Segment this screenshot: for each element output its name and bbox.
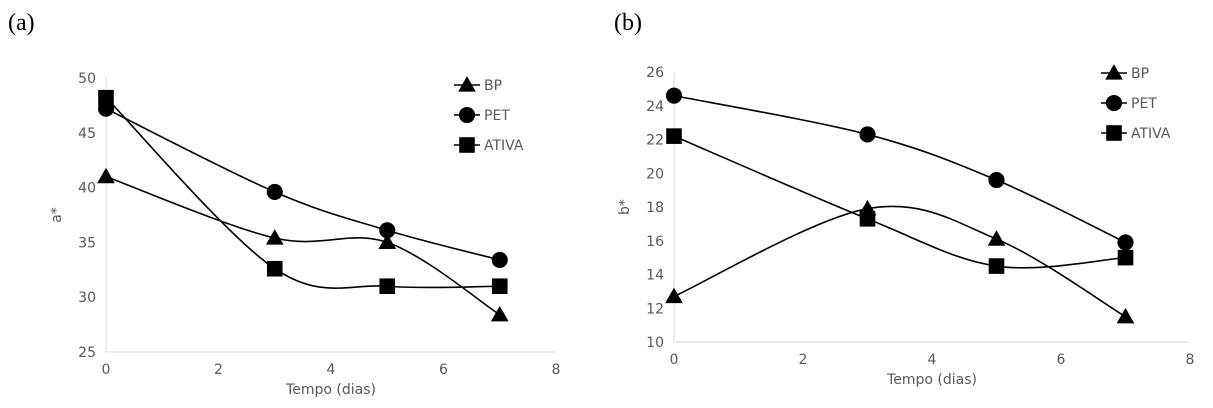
data-point-ativa: [98, 89, 114, 106]
data-point-pet: [379, 222, 396, 239]
series-line-pet: [673, 94, 1126, 244]
series-line-ativa: [673, 135, 1126, 269]
y-tick-label: 10: [646, 335, 664, 351]
chart-panel-b: (b) 10 12 14 16 18 20 22 24 26 0 2 4 6 8 Tempo (dias) b…: [606, 0, 1213, 408]
data-point-ativa: [988, 258, 1005, 274]
x-tick-label: 0: [670, 352, 679, 368]
legend-marker-pet: [1105, 94, 1123, 112]
x-tick-label: 0: [102, 362, 111, 378]
series-line-pet: [105, 107, 500, 261]
y-tick-label: 26: [646, 65, 664, 81]
data-point-ativa: [491, 278, 508, 295]
x-tick-label: 8: [552, 362, 561, 378]
y-tick-label: 18: [646, 200, 664, 216]
data-point-bp: [665, 287, 683, 304]
y-tick-label: 22: [646, 133, 664, 149]
chart-a-svg: 25 30 35 40 45 50 0 2 4 6 8 Tempo (dias) a* BP PET ATIV…: [49, 71, 561, 398]
data-point-pet: [1117, 234, 1134, 251]
series-line-bp: [105, 175, 501, 316]
data-point-ativa: [859, 211, 876, 227]
data-point-pet: [665, 87, 683, 104]
y-axis-title: b*: [617, 199, 633, 215]
panel-label: (b): [614, 10, 642, 36]
data-point-bp: [490, 305, 509, 322]
legend-label-bp: BP: [1131, 66, 1149, 82]
data-point-pet: [266, 183, 283, 201]
y-tick-label: 16: [646, 234, 664, 250]
data-point-pet: [859, 126, 876, 143]
data-point-bp: [97, 167, 115, 184]
data-point-bp: [378, 233, 397, 250]
y-tick-label: 35: [78, 235, 96, 251]
data-point-ativa: [666, 128, 682, 144]
legend-marker-bp: [1105, 64, 1123, 80]
data-point-ativa: [379, 278, 396, 295]
y-tick-label: 40: [78, 181, 96, 197]
x-tick-label: 2: [214, 362, 223, 378]
x-axis-title: Tempo (dias): [285, 382, 376, 398]
series-line-bp: [673, 205, 1126, 318]
legend-label-pet: PET: [1131, 96, 1157, 112]
y-tick-label: 30: [78, 290, 96, 306]
y-tick-label: 50: [78, 71, 96, 87]
y-tick-label: 25: [78, 345, 96, 361]
y-tick-label: 12: [646, 301, 664, 317]
y-tick-label: 20: [646, 166, 664, 182]
y-tick-label: 14: [646, 268, 664, 284]
panel-label: (a): [8, 10, 35, 36]
x-axis-title: Tempo (dias): [886, 372, 977, 388]
x-tick-label: 4: [928, 352, 937, 368]
legend-marker-ativa: [1106, 125, 1122, 141]
x-tick-label: 4: [327, 362, 336, 378]
y-axis-title: a*: [49, 207, 65, 223]
y-tick-label: 24: [646, 99, 664, 115]
data-point-ativa: [1117, 249, 1134, 266]
data-point-ativa: [266, 260, 283, 277]
data-point-pet: [491, 251, 508, 268]
legend-label-pet: PET: [484, 108, 510, 124]
x-tick-label: 2: [799, 352, 808, 368]
x-tick-label: 8: [1186, 352, 1195, 368]
legend-label-ativa: ATIVA: [1131, 126, 1171, 142]
x-tick-label: 6: [439, 362, 448, 378]
legend-marker-pet: [458, 106, 476, 124]
data-point-bp: [1116, 307, 1135, 324]
legend-marker-bp: [458, 76, 476, 92]
data-point-bp: [265, 229, 284, 245]
chart-panel-a: (a) 25 30 35 40 45 50 0 2 4 6 8 Tempo (dias) a* BP PET…: [0, 0, 600, 408]
legend-label-bp: BP: [484, 78, 502, 94]
data-point-pet: [988, 171, 1005, 189]
data-point-bp: [987, 230, 1006, 246]
y-tick-label: 45: [78, 126, 96, 142]
series-line-ativa: [105, 97, 500, 289]
x-tick-label: 6: [1057, 352, 1066, 368]
legend-marker-ativa: [459, 137, 475, 153]
legend-label-ativa: ATIVA: [484, 138, 524, 154]
